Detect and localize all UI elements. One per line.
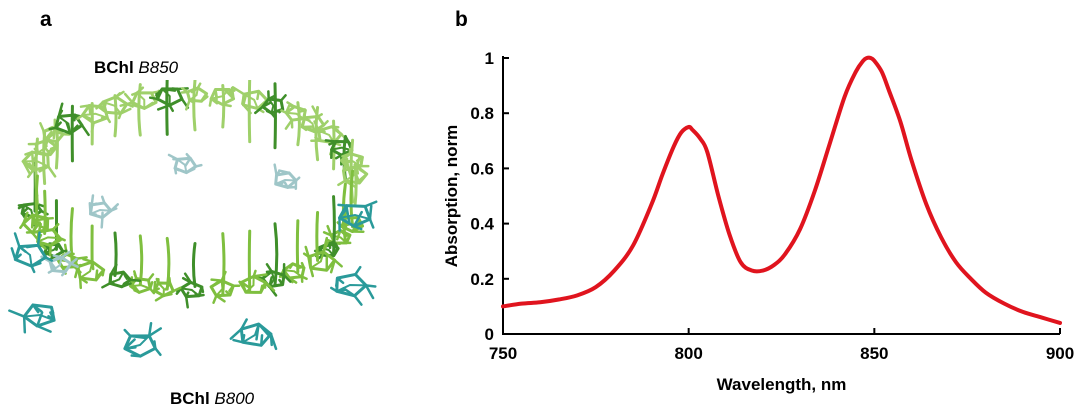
b850-strand: [113, 231, 118, 278]
b850-pigment: [209, 270, 241, 304]
b850-pigment: [302, 236, 343, 278]
b850-pigment: [238, 269, 276, 294]
b850-pigment: [21, 150, 57, 179]
b850-pigment: [152, 276, 182, 302]
b850-pigment: [39, 118, 71, 149]
b850-strand: [296, 101, 301, 147]
y-tick-label: 0: [485, 325, 494, 344]
b850-strand: [315, 210, 320, 262]
b850-pigment: [48, 102, 90, 137]
b850-pigment: [180, 82, 209, 111]
x-ticks: 750 800 850 900: [489, 328, 1074, 363]
b800-pigment: [330, 265, 377, 306]
b850-strand: [192, 80, 197, 132]
b850-strand: [273, 222, 279, 287]
panel-label-a: a: [40, 8, 52, 31]
y-tick-label: 1: [485, 49, 494, 68]
b850-ring: [17, 80, 370, 309]
b800-label-italic: B800: [214, 389, 255, 408]
b800-label-bold: BChl: [170, 389, 210, 408]
b850-strand: [138, 234, 144, 286]
b850-pigment: [95, 90, 134, 120]
b800-pigment: [123, 321, 162, 358]
b800-pigment: [337, 200, 378, 232]
x-tick-label: 850: [860, 344, 888, 363]
y-axis-title: Absorption, norm: [442, 125, 461, 268]
b850-inner-pigment: [167, 152, 203, 175]
x-tick-label: 750: [489, 344, 517, 363]
b850-strand: [69, 207, 74, 266]
b850-pigment: [101, 263, 142, 289]
b850-inner-pale-pigments: [40, 152, 301, 277]
b800-label: BChl B800: [170, 389, 254, 409]
absorption-series-line: [501, 55, 1062, 325]
b850-inner-pigment: [273, 163, 301, 191]
b850-pigment: [72, 256, 106, 290]
b850-label-italic: B850: [138, 58, 179, 77]
y-tick-label: 0.8: [470, 104, 494, 123]
b850-strand: [314, 105, 320, 162]
b850-inner-pigment: [40, 250, 79, 277]
bchl-ring-illustration: [8, 80, 378, 358]
b850-strand: [221, 83, 226, 129]
b850-strand: [332, 195, 336, 255]
x-tick-label: 800: [674, 344, 702, 363]
b850-label-bold: BChl: [94, 58, 134, 77]
y-tick-label: 0.2: [470, 270, 494, 289]
y-tick-label: 0.4: [470, 215, 494, 234]
chart-axes: [502, 56, 1060, 335]
b850-strand: [34, 174, 39, 224]
absorption-chart: 0 0.2 0.4 0.6 0.8 1 750 800 850 900 Absorption, …: [442, 49, 1074, 394]
b800-pigment: [229, 318, 278, 351]
b850-pigment: [339, 147, 370, 179]
b800-pigments: [8, 200, 378, 358]
b850-strand: [349, 169, 355, 229]
b800-pigment: [10, 231, 54, 274]
b850-strand: [191, 241, 197, 289]
b850-pigment: [175, 272, 205, 309]
b850-pigment: [255, 262, 292, 297]
x-axis-title: Wavelength, nm: [717, 375, 847, 394]
b850-strand: [113, 94, 118, 138]
panel-label-b: b: [455, 8, 468, 31]
y-tick-label: 0.6: [470, 159, 494, 178]
b850-pigment: [208, 86, 236, 108]
b800-pigment: [8, 303, 56, 334]
b850-inner-pigment: [88, 194, 120, 229]
b850-label: BChl B850: [94, 58, 178, 78]
y-ticks: 0 0.2 0.4 0.6 0.8 1: [470, 49, 509, 344]
x-tick-label: 900: [1046, 344, 1074, 363]
series-layer: [501, 55, 1062, 325]
b850-pigment: [337, 156, 369, 189]
